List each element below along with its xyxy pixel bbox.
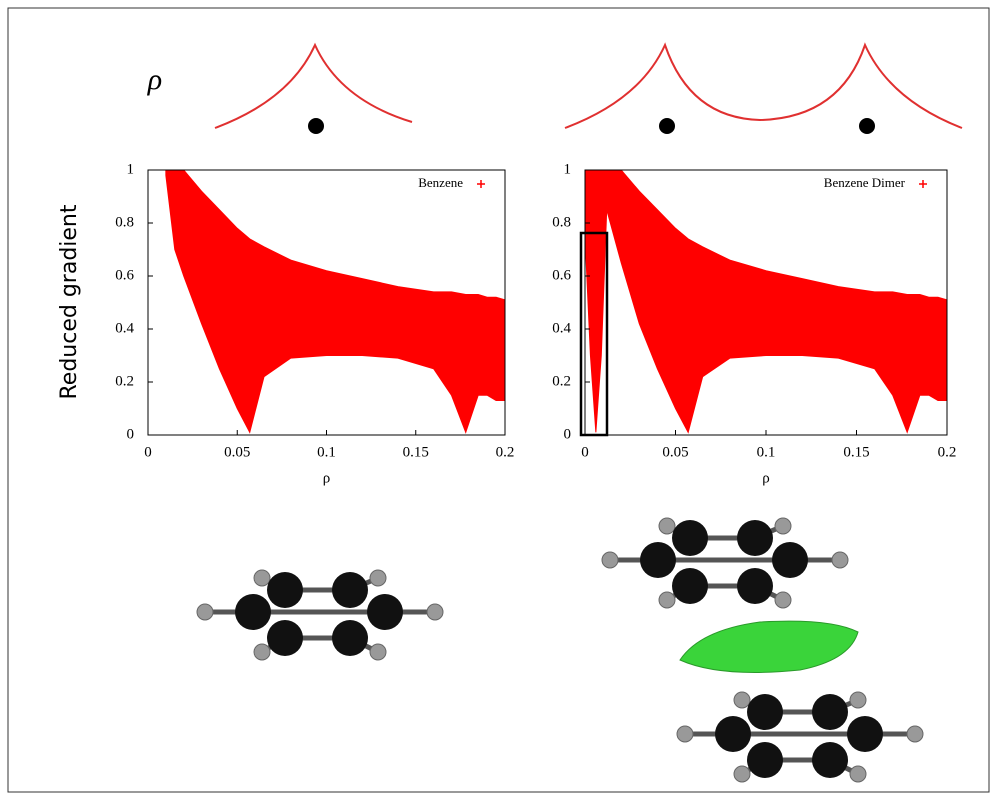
nuclei (308, 118, 875, 134)
legend-label: Benzene Dimer (824, 175, 906, 190)
y-tick-label: 0.8 (115, 214, 134, 230)
x-tick-label: 0.1 (317, 444, 336, 460)
y-tick-label: 0.8 (552, 214, 571, 230)
x-tick-label: 0.05 (662, 444, 688, 460)
molecule (197, 570, 443, 660)
legend-marker (477, 180, 485, 188)
molecule (602, 518, 848, 608)
x-tick-label: 0 (581, 444, 589, 460)
y-axis-label: Reduced gradient (57, 204, 82, 399)
x-tick-label: 0 (144, 444, 152, 460)
y-tick-label: 0.2 (115, 373, 134, 389)
y-tick-label: 0 (564, 426, 572, 442)
x-tick-label: 0.2 (496, 444, 515, 460)
y-tick-label: 1 (127, 161, 135, 177)
x-tick-label: 0.2 (938, 444, 957, 460)
y-tick-label: 0.4 (115, 320, 134, 336)
density-region (585, 170, 947, 432)
legend-label: Benzene (418, 175, 463, 190)
y-tick-label: 0 (127, 426, 135, 442)
density-curves (215, 45, 962, 128)
x-axis-label: ρ (323, 470, 331, 486)
y-tick-label: 0.6 (552, 267, 571, 283)
density-region (166, 170, 505, 432)
y-tick-label: 0.4 (552, 320, 571, 336)
y-tick-label: 0.6 (115, 267, 134, 283)
x-tick-label: 0.1 (757, 444, 776, 460)
y-tick-label: 0.2 (552, 373, 571, 389)
x-tick-label: 0.15 (403, 444, 429, 460)
interaction-surface (680, 621, 858, 672)
x-tick-label: 0.05 (224, 444, 250, 460)
legend-marker (919, 180, 927, 188)
molecule (677, 692, 923, 782)
y-tick-label: 1 (564, 161, 572, 177)
x-axis-label: ρ (762, 470, 770, 486)
chart: ρ Reduced gradient Benzene 0 0.05 0.1 0.15 0.… (0, 0, 997, 800)
x-tick-label: 0.15 (843, 444, 869, 460)
figure: ρ Reduced gradient Benzene 0 0.05 0.1 0.15 0.… (0, 0, 997, 800)
density-label: ρ (147, 63, 162, 96)
